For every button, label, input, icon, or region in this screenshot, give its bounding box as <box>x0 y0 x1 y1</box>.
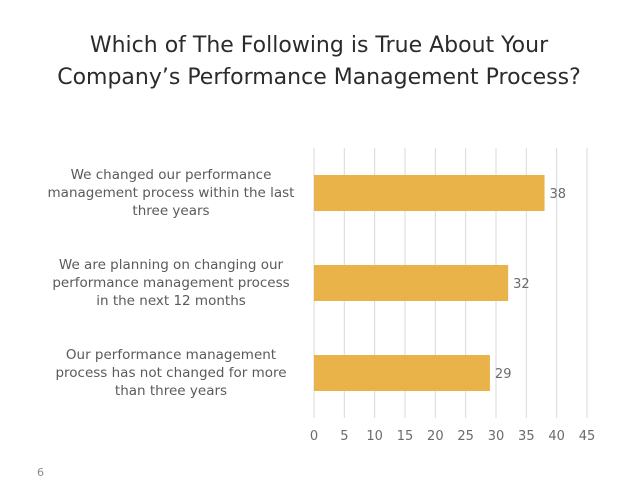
x-tick-label: 45 <box>579 429 596 444</box>
bar <box>314 175 545 211</box>
category-label: We changed our performance management pro… <box>36 166 306 220</box>
chart-title-line-2: Company’s Performance Management Process… <box>57 65 581 90</box>
x-tick-label: 20 <box>427 429 444 444</box>
category-label-line: than three years <box>114 383 228 399</box>
x-tick-label: 0 <box>310 429 318 444</box>
x-tick-label: 25 <box>457 429 474 444</box>
category-label-line: performance management process <box>52 275 290 291</box>
data-label: 32 <box>513 277 530 292</box>
x-tick-label: 40 <box>548 429 565 444</box>
category-label-line: We changed our performance <box>70 167 272 183</box>
category-label: We are planning on changing our performan… <box>36 256 306 310</box>
category-label-line: in the next 12 months <box>96 293 246 309</box>
page-number: 6 <box>37 466 44 479</box>
x-tick-label: 30 <box>488 429 505 444</box>
chart-title-line-1: Which of The Following is True About You… <box>89 33 549 58</box>
category-label-line: management process within the last <box>47 185 295 201</box>
data-label: 38 <box>550 187 567 202</box>
bar <box>314 265 509 301</box>
x-tick-label: 5 <box>340 429 348 444</box>
category-label-line: process has not changed for more <box>55 365 287 381</box>
category-label: Our performance management process has no… <box>36 346 306 400</box>
x-tick-label: 35 <box>518 429 535 444</box>
data-label: 29 <box>495 367 512 382</box>
x-tick-label: 10 <box>366 429 383 444</box>
x-tick-label: 15 <box>397 429 414 444</box>
category-label-line: Our performance management <box>65 347 277 363</box>
category-label-line: three years <box>132 203 210 219</box>
category-label-line: We are planning on changing our <box>58 257 284 273</box>
bar <box>314 355 490 391</box>
chart-title: Which of The Following is True About You… <box>0 30 638 94</box>
